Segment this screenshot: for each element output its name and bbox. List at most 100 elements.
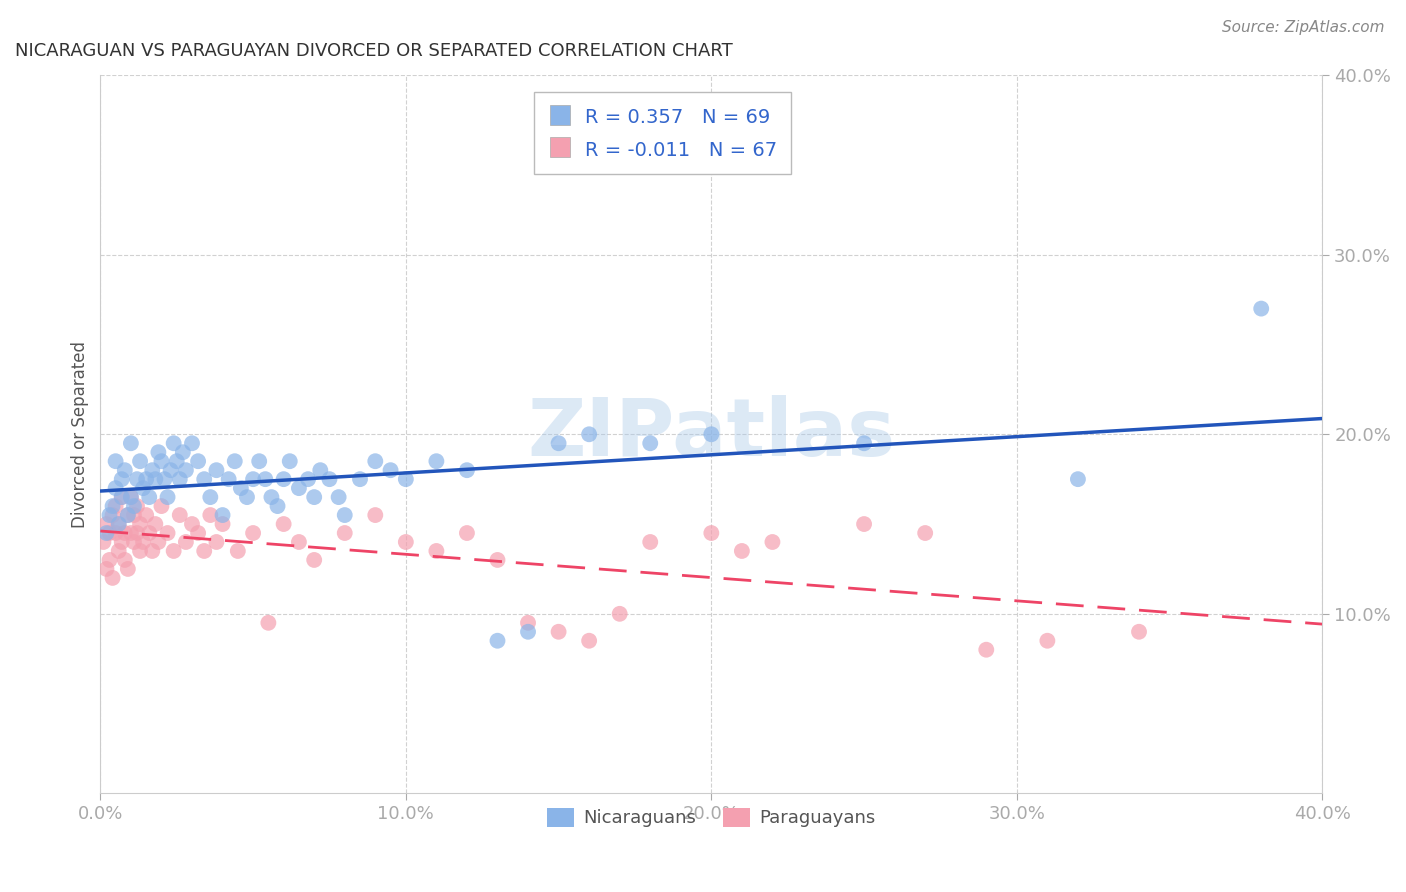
Point [93,535,115,549]
Point [578,427,600,442]
Point [143,516,166,531]
Point [486,633,509,648]
Point [364,454,387,468]
Point [114,463,136,477]
Point [120,490,142,504]
Point [143,472,166,486]
Point [101,508,124,522]
Point [125,472,148,486]
Legend: Nicaraguans, Paraguayans: Nicaraguans, Paraguayans [540,801,883,835]
Point [122,508,145,522]
Point [135,472,157,486]
Point [107,516,129,531]
Point [156,526,179,541]
Point [273,516,295,531]
Point [288,535,311,549]
Point [148,445,170,459]
Point [132,535,155,549]
Point [120,490,142,504]
Point [120,436,142,450]
Point [193,472,215,486]
Point [141,544,163,558]
Point [117,562,139,576]
Point [101,499,124,513]
Point [333,508,356,522]
Point [205,535,228,549]
Point [132,481,155,495]
Point [638,535,661,549]
Point [700,427,723,442]
Point [297,472,319,486]
Point [141,463,163,477]
Point [111,472,134,486]
Point [425,544,447,558]
Point [129,516,152,531]
Point [129,544,152,558]
Point [278,454,301,468]
Point [107,544,129,558]
Point [111,535,134,549]
Y-axis label: Divorced or Separated: Divorced or Separated [72,341,89,528]
Point [638,436,661,450]
Point [104,454,127,468]
Point [914,526,936,541]
Point [731,544,754,558]
Point [853,516,876,531]
Point [609,607,631,621]
Point [107,516,129,531]
Point [156,490,179,504]
Point [211,508,233,522]
Point [101,571,124,585]
Point [1250,301,1272,316]
Point [169,508,191,522]
Point [364,508,387,522]
Point [181,436,204,450]
Point [349,472,371,486]
Point [96,562,118,576]
Point [96,526,118,541]
Point [150,499,173,513]
Point [242,526,264,541]
Point [163,544,186,558]
Point [547,436,569,450]
Point [138,490,160,504]
Text: ZIPatlas: ZIPatlas [527,395,896,474]
Point [181,516,204,531]
Point [547,624,569,639]
Point [138,526,160,541]
Point [236,490,259,504]
Point [104,526,127,541]
Point [229,481,252,495]
Point [266,499,288,513]
Point [254,472,277,486]
Point [1128,624,1150,639]
Point [328,490,350,504]
Point [242,472,264,486]
Point [456,526,478,541]
Point [104,481,127,495]
Point [211,516,233,531]
Point [517,615,540,630]
Point [135,508,157,522]
Point [205,463,228,477]
Point [761,535,783,549]
Point [148,535,170,549]
Point [169,472,191,486]
Point [153,472,176,486]
Point [700,526,723,541]
Point [117,508,139,522]
Point [218,472,240,486]
Point [1036,633,1059,648]
Point [166,454,188,468]
Point [111,490,134,504]
Point [333,526,356,541]
Point [302,490,325,504]
Point [517,624,540,639]
Point [98,508,121,522]
Point [486,553,509,567]
Point [974,642,997,657]
Point [380,463,402,477]
Point [425,454,447,468]
Point [853,436,876,450]
Point [174,463,197,477]
